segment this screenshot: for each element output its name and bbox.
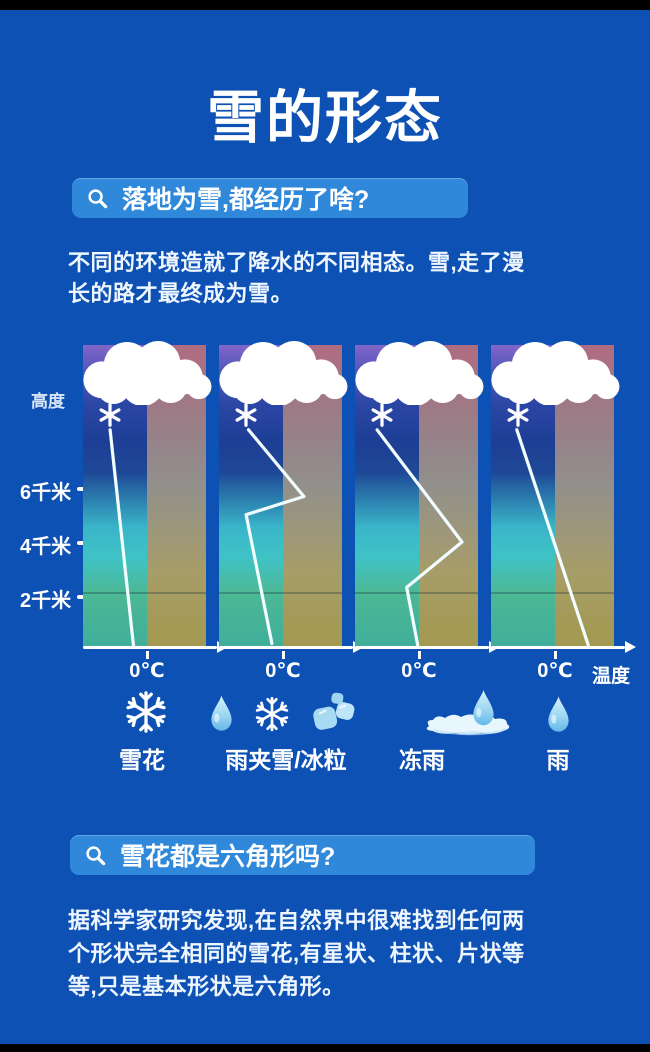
x-axis-title: 温度 — [592, 666, 631, 687]
body-line: 长的路才最终成为雪。 — [68, 281, 294, 306]
temperature-profile-line — [375, 428, 464, 647]
page-title: 雪的形态 — [207, 86, 443, 150]
droplet-icon — [545, 691, 572, 737]
cloud-icon — [74, 341, 215, 405]
zero-label: 0℃ — [537, 660, 573, 682]
x-axis-arrow — [83, 641, 228, 653]
cloud-icon — [210, 341, 351, 405]
y-axis-title: 高度 — [31, 392, 65, 411]
snowflake-icon — [123, 689, 169, 735]
body-line: 据科学家研究发现,在自然界中很难找到任何两 — [68, 908, 525, 933]
temperature-profile-line — [244, 428, 306, 646]
y-tick-6km: 6千米 — [20, 482, 72, 504]
profile-panel-rain: 0℃ — [491, 345, 636, 682]
legend-label-snow: 雪花 — [119, 747, 165, 773]
ice-sheet-icon — [423, 712, 513, 736]
zero-tick — [145, 651, 149, 659]
letterbox-bottom — [0, 1044, 650, 1052]
profile-panel-sleet: 0℃ — [219, 345, 364, 682]
profile-panel-freezing-rain: 0℃ — [355, 345, 500, 682]
legend-label-freezing-rain: 冻雨 — [399, 747, 445, 773]
zero-tick — [281, 651, 285, 659]
section1-header-pill: 落地为雪,都经历了啥? — [72, 178, 468, 218]
letterbox-top — [0, 0, 650, 10]
ice-pellets-icon — [310, 692, 357, 733]
section1-header-label: 落地为雪,都经历了啥? — [122, 186, 370, 214]
legend-label-rain: 雨 — [546, 747, 570, 773]
gridline-2km — [219, 591, 342, 594]
snowflake-marker-icon — [97, 402, 123, 428]
snowflake-marker-icon — [369, 402, 395, 428]
zero-tick — [553, 651, 557, 659]
x-axis-arrow — [491, 641, 636, 653]
snowflake-marker-icon — [505, 402, 531, 428]
cloud-icon — [482, 341, 623, 405]
zero-label: 0℃ — [129, 660, 165, 682]
x-axis-arrow — [219, 641, 364, 653]
search-icon — [84, 844, 107, 867]
section1-body: 不同的环境造就了降水的不同相态。雪,走了漫 长的路才最终成为雪。 — [68, 247, 525, 309]
body-line: 个形状完全相同的雪花,有星状、柱状、片状等 — [68, 941, 525, 966]
temperature-profile-line — [108, 428, 136, 647]
gridline-2km — [83, 591, 206, 594]
search-icon — [86, 187, 109, 210]
zero-label: 0℃ — [265, 660, 301, 682]
profile-panel-snow: 0℃ — [83, 345, 228, 682]
body-line: 等,只是基本形状是六角形。 — [68, 974, 345, 999]
section2-header-label: 雪花都是六角形吗? — [120, 843, 336, 871]
zero-tick — [417, 651, 421, 659]
body-line: 不同的环境造就了降水的不同相态。雪,走了漫 — [68, 250, 525, 275]
section2-body: 据科学家研究发现,在自然界中很难找到任何两 个形状完全相同的雪花,有星状、柱状、… — [68, 904, 525, 1003]
snowflake-icon — [253, 695, 291, 733]
zero-label: 0℃ — [401, 660, 437, 682]
legend-label-sleet: 雨夹雪/冰粒 — [225, 747, 347, 773]
gridline-2km — [355, 591, 478, 594]
snowflake-marker-icon — [233, 402, 259, 428]
x-axis-arrow — [355, 641, 500, 653]
cloud-icon — [346, 341, 487, 405]
temperature-profile-line — [515, 428, 590, 647]
droplet-icon — [470, 686, 497, 729]
y-tick-4km: 4千米 — [20, 536, 72, 558]
droplet-icon — [208, 694, 235, 732]
y-tick-2km: 2千米 — [20, 590, 72, 612]
section2-header-pill: 雪花都是六角形吗? — [70, 835, 535, 875]
gridline-2km — [491, 591, 614, 594]
